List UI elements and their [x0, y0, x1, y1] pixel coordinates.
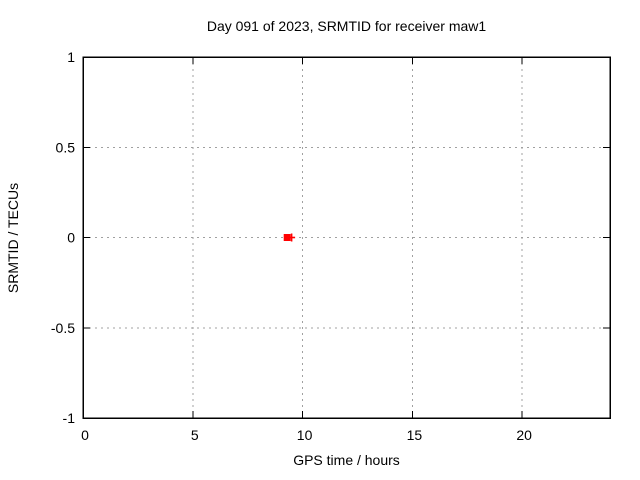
- y-tick-label: -1: [63, 410, 76, 426]
- x-tick-label: 20: [516, 427, 532, 443]
- plot-border-rect: [82, 56, 611, 419]
- chart-title: Day 091 of 2023, SRMTID for receiver maw…: [206, 18, 487, 34]
- x-tick-label: 10: [297, 427, 313, 443]
- x-tick-label: 0: [81, 427, 89, 443]
- data-markers: [283, 233, 296, 242]
- plot-border: [82, 56, 611, 419]
- tick-labels: 0 5 10 15 20 1 0.5 0 -0.5 -1: [51, 49, 532, 443]
- x-tick-label: 15: [407, 427, 423, 443]
- data-point-square: [283, 234, 291, 241]
- grid-lines: [83, 57, 610, 418]
- y-tick-label: 1: [67, 49, 75, 65]
- y-tick-label: 0.5: [56, 139, 76, 155]
- y-tick-label: 0: [67, 230, 75, 246]
- y-tick-label: -0.5: [51, 320, 75, 336]
- x-axis-label: GPS time / hours: [293, 452, 400, 468]
- x-tick-label: 5: [191, 427, 199, 443]
